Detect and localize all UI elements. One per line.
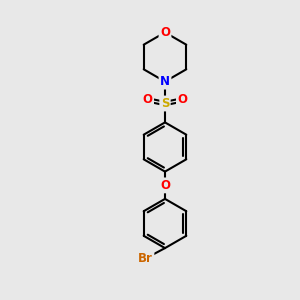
Text: O: O: [177, 93, 188, 106]
Text: O: O: [142, 93, 153, 106]
Text: Br: Br: [138, 252, 153, 265]
Text: N: N: [160, 75, 170, 88]
Text: O: O: [160, 26, 170, 39]
Text: O: O: [160, 179, 170, 192]
Text: S: S: [161, 97, 169, 110]
